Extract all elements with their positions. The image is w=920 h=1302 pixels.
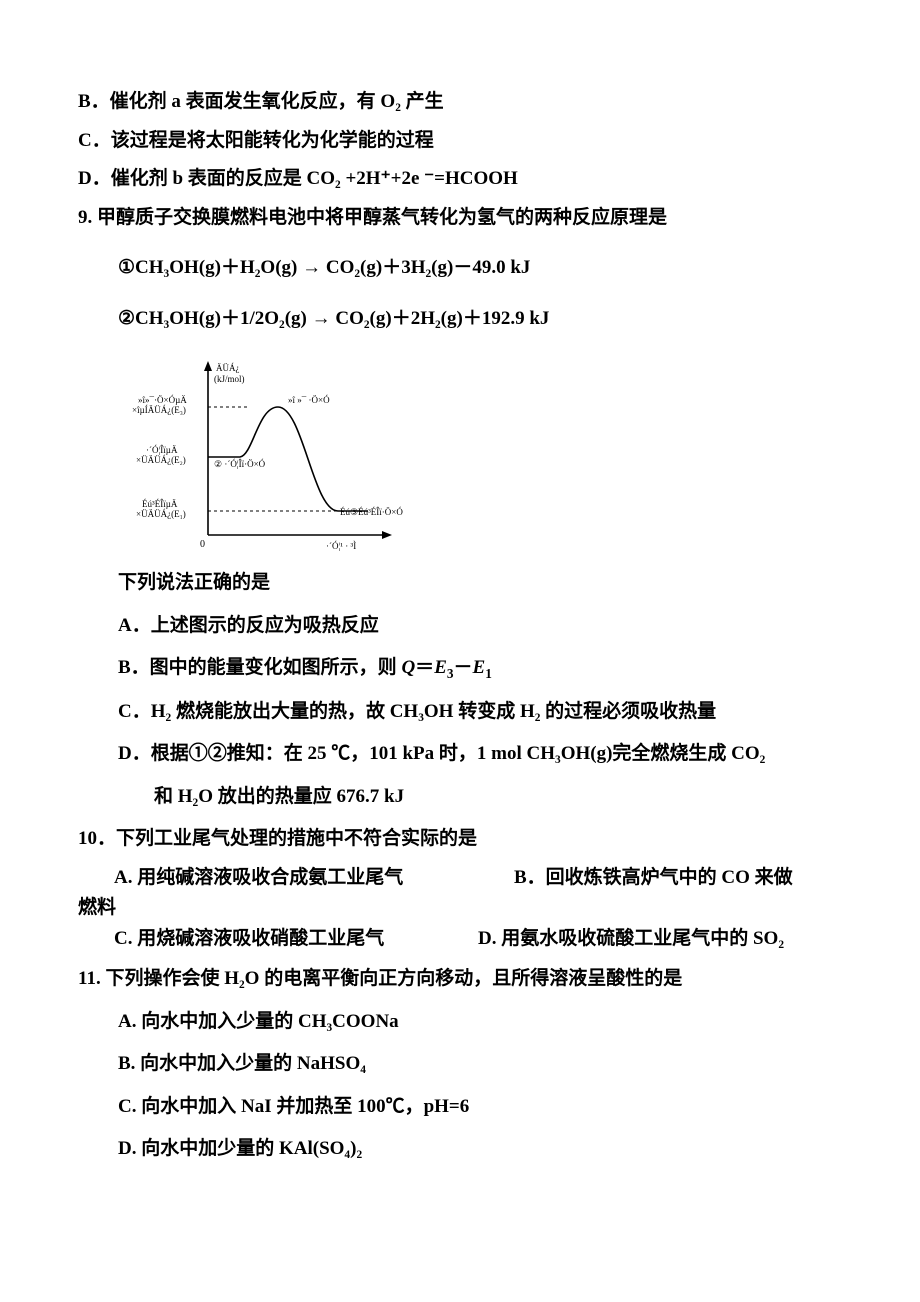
q11-optC-text: C. 向水中加入 NaI 并加热至 100℃，pH=6 — [118, 1096, 469, 1117]
q9-optB-pre: B．图中的能量变化如图所示，则 — [118, 657, 401, 678]
q8-optC-text: C．该过程是将太阳能转化为化学能的过程 — [78, 130, 434, 151]
q9-option-d-line2: 和 H₂O 放出的热量应 676.7 kJ — [78, 783, 842, 812]
q10-optC-text: C. 用烧碱溶液吸收硝酸工业尾气 — [114, 928, 384, 949]
q9-stem-text: 9. 甲醇质子交换膜燃料电池中将甲醇蒸气转化为氢气的两种反应原理是 — [78, 207, 667, 228]
x-axis-arrow-icon — [382, 531, 392, 539]
q11-optD-text: D. 向水中加少量的 KAl(SO₄)₂ — [118, 1138, 362, 1159]
q9-option-c: C．H₂ 燃烧能放出大量的热，故 CH₃OH 转变成 H₂ 的过程必须吸收热量 — [78, 698, 842, 727]
d-origin: 0 — [200, 539, 205, 550]
q10-option-c: C. 用烧碱溶液吸收硝酸工业尾气 — [78, 925, 478, 954]
q9-prompt-text: 下列说法正确的是 — [118, 572, 270, 593]
q11-option-b: B. 向水中加入少量的 NaHSO₄ — [78, 1050, 842, 1079]
q10-stem: 10．下列工业尾气处理的措施中不符合实际的是 — [78, 825, 842, 854]
q10-option-d: D. 用氨水吸收硫酸工业尾气中的 SO₂ — [478, 925, 784, 954]
d-mid-right: ② ·´Ó¦Îï·Ö×Ó — [214, 459, 266, 469]
q11-stem-text: 11. 下列操作会使 H₂O 的电离平衡向正方向移动，且所得溶液呈酸性的是 — [78, 968, 682, 989]
q8-optB-text: B．催化剂 a 表面发生氧化反应，有 O₂ 产生 — [78, 91, 444, 112]
q11-option-c: C. 向水中加入 NaI 并加热至 100℃，pH=6 — [78, 1093, 842, 1122]
q10-optB-text: B．回收炼铁高炉气中的 CO 来做 — [514, 867, 793, 888]
exam-page: B．催化剂 a 表面发生氧化反应，有 O₂ 产生 C．该过程是将太阳能转化为化学… — [0, 0, 920, 1218]
q9-optB-E3: E — [434, 657, 447, 678]
q9-optC-text: C．H₂ 燃烧能放出大量的热，故 CH₃OH 转变成 H₂ 的过程必须吸收热量 — [118, 701, 716, 722]
q10-stem-text: 10．下列工业尾气处理的措施中不符合实际的是 — [78, 828, 477, 849]
q9-eq2-text: ②CH₃OH(g)＋1/2O₂(g) → CO₂(g)＋2H₂(g)＋192.9… — [118, 308, 549, 329]
q8-option-b: B．催化剂 a 表面发生氧化反应，有 O₂ 产生 — [78, 88, 842, 117]
q9-optD2-text: 和 H₂O 放出的热量应 676.7 kJ — [154, 786, 404, 807]
q11-option-a: A. 向水中加入少量的 CH₃COONa — [78, 1008, 842, 1037]
q10-optA-text: A. 用纯碱溶液吸收合成氨工业尾气 — [114, 867, 403, 888]
q9-optB-Q: Q — [401, 657, 415, 678]
q10-optB2-text: 燃料 — [78, 897, 116, 918]
d-mid-left2: ×ÜÄÜÁ¿(E₂) — [136, 455, 186, 465]
q11-stem: 11. 下列操作会使 H₂O 的电离平衡向正方向移动，且所得溶液呈酸性的是 — [78, 965, 842, 994]
q9-optB-E1: E — [473, 657, 486, 678]
q10-row-cd: C. 用烧碱溶液吸收硝酸工业尾气 D. 用氨水吸收硫酸工业尾气中的 SO₂ — [78, 925, 842, 954]
d-bot-right: Éú③Éú³ÉÎï·Ö×Ó — [340, 507, 403, 517]
q10-row-ab: A. 用纯碱溶液吸收合成氨工业尾气 B．回收炼铁高炉气中的 CO 来做 — [78, 864, 842, 893]
q11-option-d: D. 向水中加少量的 KAl(SO₄)₂ — [78, 1135, 842, 1164]
energy-diagram-svg: »î»¯·Ö×ÓµÄ ×îµÍÄÜÁ¿(E₃) ÄÜÁ¿ (kJ/mol) ·´… — [128, 355, 418, 555]
q9-eq2: ②CH₃OH(g)＋1/2O₂(g) → CO₂(g)＋2H₂(g)＋192.9… — [78, 305, 842, 334]
d-left-top1: »î»¯·Ö×ÓµÄ — [138, 395, 187, 405]
q9-prompt: 下列说法正确的是 — [78, 569, 842, 598]
q9-optB-eq: ＝ — [415, 657, 434, 678]
q10-optD-text: D. 用氨水吸收硫酸工业尾气中的 SO₂ — [478, 928, 784, 949]
q9-optB-sub3: 3 — [447, 666, 454, 681]
q10-option-a: A. 用纯碱溶液吸收合成氨工业尾气 — [78, 864, 514, 893]
q9-option-a: A．上述图示的反应为吸热反应 — [78, 612, 842, 641]
d-peak-right: »î »¯ ·Ö×Ó — [288, 395, 330, 405]
q11-optA-text: A. 向水中加入少量的 CH₃COONa — [118, 1011, 399, 1032]
q9-optB-sub1: 1 — [485, 666, 492, 681]
q9-optA-text: A．上述图示的反应为吸热反应 — [118, 615, 379, 636]
q11-optB-text: B. 向水中加入少量的 NaHSO₄ — [118, 1053, 366, 1074]
d-bot-left1: Éú³ÉÎïµÄ — [142, 499, 178, 509]
q9-optB-minus: － — [454, 657, 473, 678]
q9-option-b: B．图中的能量变化如图所示，则 Q＝E3－E1 — [78, 654, 842, 684]
d-mid-left1: ·´Ó¦ÎïµÄ — [146, 445, 178, 455]
q10-option-b: B．回收炼铁高炉气中的 CO 来做 — [514, 864, 793, 893]
d-left-top2: ×îµÍÄÜÁ¿(E₃) — [132, 405, 186, 415]
d-ylabel-unit: (kJ/mol) — [214, 374, 245, 384]
q8-option-c: C．该过程是将太阳能转化为化学能的过程 — [78, 127, 842, 156]
y-axis-arrow-icon — [204, 361, 212, 371]
d-bot-left2: ×ÜÄÜÁ¿(E₁) — [136, 509, 186, 519]
d-xlabel: ·´Ó¦¹ · ³Ì — [326, 541, 356, 551]
d-ylabel-top: ÄÜÁ¿ — [216, 363, 240, 373]
q9-eq1: ①CH₃OH(g)＋H₂O(g) → CO₂(g)＋3H₂(g)－49.0 kJ — [78, 254, 842, 283]
q8-option-d: D．催化剂 b 表面的反应是 CO₂ +2H⁺+2e ⁻=HCOOH — [78, 165, 842, 194]
q9-stem: 9. 甲醇质子交换膜燃料电池中将甲醇蒸气转化为氢气的两种反应原理是 — [78, 204, 842, 233]
q9-optD1-text: D．根据①②推知：在 25 ℃，101 kPa 时，1 mol CH₃OH(g)… — [118, 743, 765, 764]
q10-option-b2: 燃料 — [78, 894, 842, 923]
q9-eq1-text: ①CH₃OH(g)＋H₂O(g) → CO₂(g)＋3H₂(g)－49.0 kJ — [118, 257, 530, 278]
q9-option-d-line1: D．根据①②推知：在 25 ℃，101 kPa 时，1 mol CH₃OH(g)… — [78, 740, 842, 769]
q8-optD-text: D．催化剂 b 表面的反应是 CO₂ +2H⁺+2e ⁻=HCOOH — [78, 168, 518, 189]
energy-diagram: »î»¯·Ö×ÓµÄ ×îµÍÄÜÁ¿(E₃) ÄÜÁ¿ (kJ/mol) ·´… — [128, 355, 418, 555]
